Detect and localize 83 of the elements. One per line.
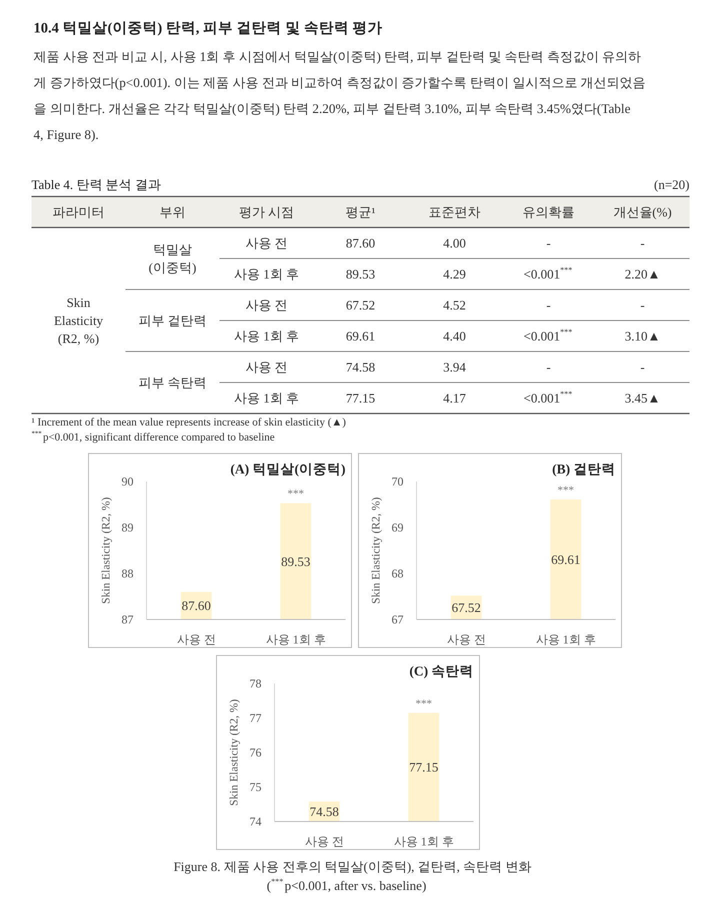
text: 제품 사용 전과 비교 시, 사용 1회 후 시점에서 턱밀살(이중턱) 탄력, 피부 겉탄력 및 속탄력 측정값이 유의하	[34, 49, 642, 64]
text: -	[546, 236, 551, 250]
category-label: 개선율(%)	[613, 204, 672, 220]
text: 사용 전	[245, 236, 288, 250]
x-tick-label: 사용 전	[446, 632, 486, 646]
annotation: ***	[288, 488, 304, 500]
text: -	[546, 298, 551, 312]
text: 사용 1회 후	[234, 328, 299, 344]
y-tick-label: 69	[392, 520, 404, 534]
y-tick-label: 68	[392, 566, 404, 580]
text: <0.001***	[524, 327, 572, 344]
data-label: 69.61	[551, 552, 580, 567]
annotation: ***	[416, 698, 432, 710]
data-label: 67.52	[452, 600, 481, 616]
text: -	[640, 360, 645, 374]
text: 사용 전	[245, 360, 288, 374]
y-tick-label: 70	[392, 474, 404, 488]
y-tick-label: 89	[122, 520, 134, 534]
text: -	[640, 236, 645, 250]
chart-title: (B) 겉탄력	[552, 462, 616, 476]
text: 2.20▲	[624, 266, 660, 282]
data-label: 74.58	[310, 804, 339, 819]
y-tick-label: 74	[250, 814, 262, 828]
y-tick-label: 75	[250, 780, 262, 794]
text: (n=20)	[654, 177, 690, 192]
data-label: 89.53	[281, 554, 310, 569]
y-axis-title: Skin Elasticity (R2, %)	[370, 496, 382, 604]
data-label: 77.15	[409, 760, 438, 775]
text: 턱밀살 (이중턱)	[148, 242, 196, 275]
x-tick-label: 사용 1회 후	[536, 632, 596, 646]
category-label: 파라미터	[52, 204, 104, 220]
text: <0.001***	[524, 265, 572, 282]
y-tick-label: 77	[250, 711, 262, 725]
text: 피부 겉탄력	[138, 313, 207, 328]
text: 3.45▲	[624, 390, 660, 406]
text: 67.52	[346, 298, 376, 312]
text: 10.4 턱밀살(이중턱) 탄력, 피부 겉탄력 및 속탄력 평가	[34, 20, 383, 36]
text: 3.94	[443, 360, 466, 374]
chart-title: (A) 턱밀살(이중턱)	[230, 462, 346, 476]
y-tick-label: 67	[392, 612, 404, 626]
text: (***p<0.001, after vs. baseline)	[266, 876, 426, 893]
category-label: 부위	[160, 204, 186, 220]
category-label: 표준편차	[428, 204, 480, 220]
category-label: 평균¹	[346, 204, 376, 220]
text: 피부 속탄력	[138, 375, 207, 390]
caption: Figure 8. 제품 사용 전후의 턱밀살(이중턱), 겉탄력, 속탄력 변화	[174, 859, 532, 874]
text: 4.17	[443, 390, 466, 406]
text: -	[640, 298, 645, 312]
annotation: ***	[558, 484, 574, 496]
text: 사용 1회 후	[234, 390, 299, 406]
text: 87.60	[346, 236, 376, 250]
text: 4.52	[443, 298, 466, 312]
y-tick-label: 87	[122, 612, 134, 626]
text: 게 증가하였다(p<0.001). 이는 제품 사용 전과 비교하여 측정값이 증가할수록 탄력이 일시적으로 개선되었음	[34, 75, 646, 90]
text: Skin Elasticity (R2, %)	[54, 295, 104, 346]
text: Table 4. 탄력 분석 결과	[32, 177, 161, 192]
y-tick-label: 88	[122, 566, 134, 580]
chart-title: (C) 속탄력	[409, 664, 474, 678]
y-axis-title: Skin Elasticity (R2, %)	[228, 698, 240, 806]
x-tick-label: 사용 1회 후	[266, 632, 326, 646]
text: 3.10▲	[624, 328, 660, 344]
text: 69.61	[346, 328, 376, 344]
category-label: 유의확률	[522, 204, 574, 220]
y-tick-label: 90	[122, 474, 134, 488]
text: 사용 전	[245, 298, 288, 312]
text: 사용 1회 후	[234, 266, 299, 282]
text: ¹ Increment of the mean value represents increase of skin elasticity (▲)	[32, 416, 346, 428]
y-axis-title: Skin Elasticity (R2, %)	[100, 496, 112, 604]
category-label: 평가 시점	[238, 204, 294, 220]
text: 74.58	[346, 360, 376, 374]
x-tick-label: 사용 전	[176, 632, 216, 646]
text: 4.40	[443, 328, 466, 344]
text: 89.53	[346, 266, 376, 282]
text: <0.001***	[524, 389, 572, 406]
y-tick-label: 78	[250, 676, 262, 690]
y-tick-label: 76	[250, 746, 262, 760]
data-label: 87.60	[182, 598, 211, 614]
text: 77.15	[346, 390, 376, 406]
text: 4.00	[443, 236, 466, 250]
text: 4, Figure 8).	[34, 127, 99, 142]
text: 4.29	[443, 266, 466, 282]
text: -	[546, 360, 551, 374]
text: 을 의미한다. 개선율은 각각 턱밀살(이중턱) 탄력 2.20%, 피부 겉탄력 3.10%, 피부 속탄력 3.45%였다(Table	[34, 101, 631, 116]
